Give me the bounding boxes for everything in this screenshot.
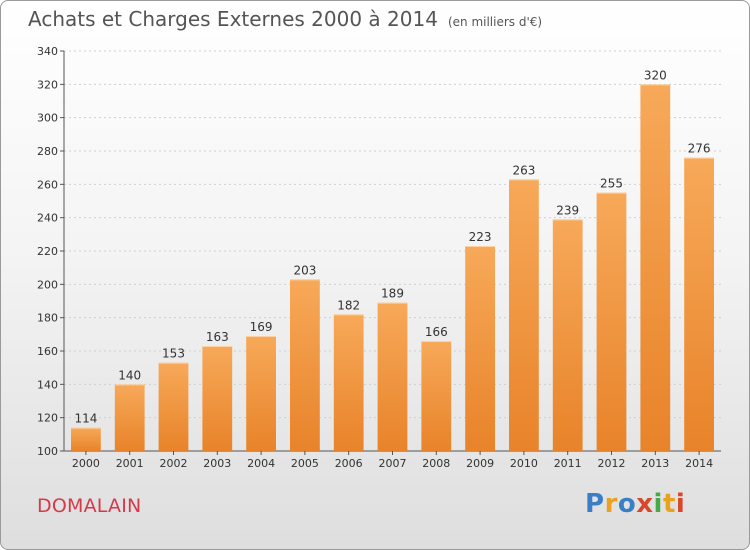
x-tick-label: 2005 — [291, 457, 319, 470]
x-tick-label: 2003 — [203, 457, 231, 470]
x-tick-labels: 2000 2001 2002 2003 2004 2005 2006 2007 2008 2009… — [72, 457, 713, 470]
x-tick-label: 2014 — [685, 457, 713, 470]
bar-value-label: 203 — [293, 263, 316, 277]
bar — [465, 246, 495, 451]
bar-value-label: 114 — [74, 412, 97, 426]
y-tick-label: 320 — [37, 78, 58, 91]
bar — [202, 346, 233, 451]
chart-title: Achats et Charges Externes 2000 à 2014 (e… — [28, 7, 542, 31]
x-tick-label: 2002 — [160, 457, 188, 470]
bar — [684, 157, 714, 451]
y-tick-label: 180 — [37, 312, 58, 325]
y-tick-label: 200 — [37, 278, 58, 291]
y-tick-label: 220 — [37, 245, 58, 258]
x-tick-label: 2008 — [422, 457, 450, 470]
bar — [640, 84, 671, 451]
bar-value-label: 153 — [162, 347, 185, 361]
bar-value-label: 182 — [337, 298, 360, 312]
y-tick-label: 140 — [37, 378, 58, 391]
x-tick-label: 2009 — [466, 457, 494, 470]
y-tick-labels: 100 120 140 160 180 200 220 240 260 280 300 320 340 — [37, 45, 58, 458]
bar-value-label: 166 — [425, 325, 448, 339]
y-tick-label: 240 — [37, 212, 58, 225]
y-tick-label: 120 — [37, 412, 58, 425]
bar — [71, 427, 101, 451]
x-tick-label: 2011 — [554, 457, 582, 470]
y-tick-label: 260 — [37, 178, 58, 191]
chart-subtitle: (en milliers d'€) — [447, 15, 543, 29]
bar-value-label: 163 — [206, 330, 229, 344]
bars — [71, 84, 714, 452]
bar — [509, 179, 539, 452]
x-tick-label: 2001 — [116, 457, 144, 470]
bar-value-label: 223 — [469, 230, 492, 244]
x-tick-label: 2012 — [598, 457, 626, 470]
bar-value-label: 239 — [556, 203, 579, 217]
bar-value-label: 255 — [600, 177, 623, 191]
chart-title-text: Achats et Charges Externes 2000 à 2014 — [28, 7, 438, 31]
y-tick-label: 280 — [37, 145, 58, 158]
y-tick-label: 300 — [37, 112, 58, 125]
y-tick-label: 100 — [37, 445, 58, 458]
x-tick-label: 2004 — [247, 457, 275, 470]
y-tick-label: 340 — [37, 45, 58, 58]
bar — [246, 336, 276, 451]
bar — [333, 314, 364, 451]
bar-value-label: 189 — [381, 287, 404, 301]
bar — [377, 302, 408, 451]
y-tick-label: 160 — [37, 345, 58, 358]
bar-value-label: 320 — [644, 68, 667, 82]
bar-value-label: 169 — [250, 320, 273, 334]
x-tick-label: 2000 — [72, 457, 100, 470]
bar — [421, 341, 452, 451]
grid-lines — [60, 50, 721, 452]
bar — [552, 219, 583, 451]
bar — [596, 192, 627, 451]
bar-value-label: 276 — [688, 142, 711, 156]
proxiti-logo[interactable]: Proxiti — [585, 489, 686, 519]
bar — [158, 362, 189, 451]
bar-value-label: 140 — [118, 368, 141, 382]
city-name: DOMALAIN — [37, 495, 142, 517]
x-tick-label: 2010 — [510, 457, 538, 470]
value-labels: 114 140 153 163 169 203 182 189 166 223 263 239 255 3… — [74, 68, 710, 425]
bar-value-label: 263 — [512, 163, 535, 177]
bar — [290, 279, 320, 451]
x-tick-label: 2013 — [641, 457, 669, 470]
bar — [114, 384, 145, 451]
x-tick-label: 2006 — [335, 457, 363, 470]
x-tick-label: 2007 — [379, 457, 407, 470]
